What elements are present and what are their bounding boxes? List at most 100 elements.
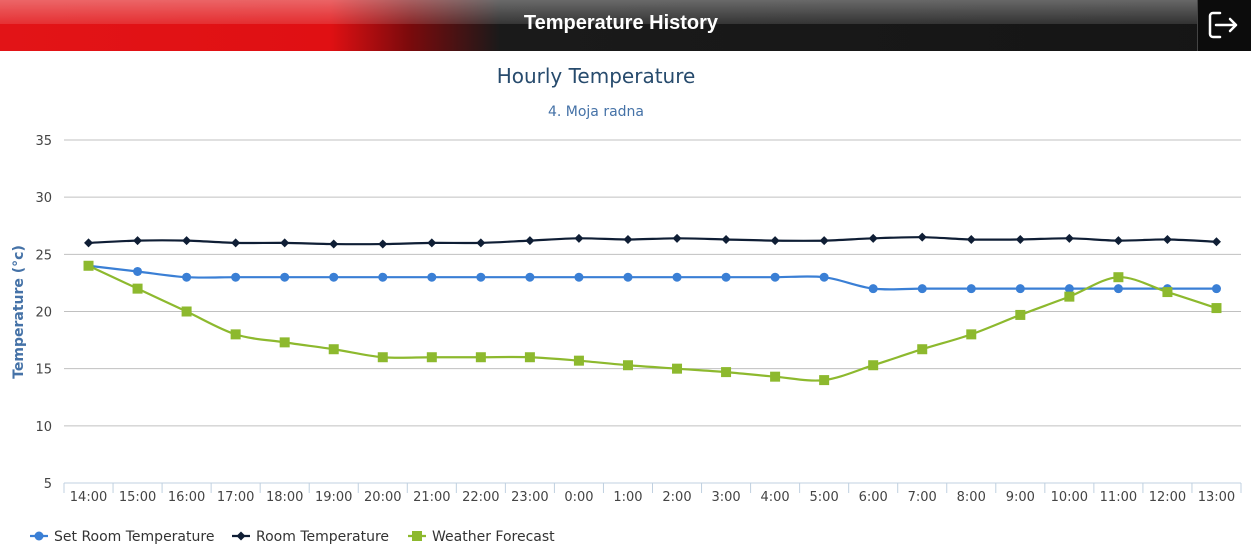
data-point (1162, 287, 1173, 298)
x-tick-label: 12:00 (1149, 490, 1186, 505)
legend-item[interactable]: Set Room Temperature (30, 529, 214, 545)
data-point (1113, 284, 1123, 294)
x-tick-label: 15:00 (119, 490, 156, 505)
data-point (819, 375, 830, 386)
x-tick-label: 5:00 (810, 490, 839, 505)
y-tick-label: 5 (44, 477, 52, 492)
x-tick-label: 22:00 (462, 490, 499, 505)
data-point (770, 371, 781, 382)
x-tick-label: 17:00 (217, 490, 254, 505)
x-tick-label: 21:00 (413, 490, 450, 505)
data-point (1113, 272, 1124, 283)
data-point (378, 272, 388, 282)
data-point (427, 272, 437, 282)
data-point (574, 272, 584, 282)
x-tick-label: 16:00 (168, 490, 205, 505)
x-tick-label: 2:00 (662, 490, 691, 505)
x-tick-label: 11:00 (1100, 490, 1137, 505)
data-point (868, 284, 878, 294)
data-point (966, 284, 976, 294)
data-point (329, 239, 339, 249)
data-point (133, 236, 143, 246)
series-line (88, 236, 1217, 246)
data-point (329, 272, 339, 282)
data-point (868, 233, 878, 243)
data-point (1064, 233, 1074, 243)
x-tick-label: 0:00 (564, 490, 593, 505)
data-point (1064, 291, 1075, 302)
x-tick-label: 20:00 (364, 490, 401, 505)
x-tick-label: 10:00 (1051, 490, 1088, 505)
data-point (917, 284, 927, 294)
x-tick-label: 6:00 (859, 490, 888, 505)
temperature-chart: Hourly Temperature 4. Moja radna Tempera… (11, 64, 1242, 545)
data-point (182, 272, 192, 282)
exit-button[interactable] (1197, 0, 1251, 51)
chart-title: Hourly Temperature (497, 64, 696, 88)
x-tick-label: 13:00 (1198, 490, 1235, 505)
data-point (280, 238, 290, 248)
data-point (83, 260, 94, 271)
x-tick-label: 3:00 (711, 490, 740, 505)
data-point (966, 234, 976, 244)
legend-item[interactable]: Weather Forecast (408, 529, 555, 545)
x-tick-label: 19:00 (315, 490, 352, 505)
data-point (231, 272, 241, 282)
data-point (574, 233, 584, 243)
data-point (917, 232, 927, 242)
y-axis-label: Temperature (°c) (11, 245, 27, 379)
x-tick-label: 8:00 (957, 490, 986, 505)
data-point (623, 272, 633, 282)
data-point (328, 344, 339, 355)
data-point (475, 352, 486, 363)
y-tick-label: 30 (35, 191, 52, 206)
data-point (573, 355, 584, 366)
legend-label: Set Room Temperature (54, 529, 214, 545)
y-tick-label: 25 (35, 248, 52, 263)
data-point (868, 360, 879, 371)
data-point (1211, 284, 1221, 294)
data-point (623, 234, 633, 244)
top-bar-gloss (0, 0, 1251, 24)
data-point (672, 272, 682, 282)
y-tick-label: 20 (35, 306, 52, 321)
x-tick-label: 1:00 (613, 490, 642, 505)
x-tick-label: 14:00 (70, 490, 107, 505)
y-tick-label: 15 (35, 363, 52, 378)
data-point (280, 272, 290, 282)
chart-container: Hourly Temperature 4. Moja radna Tempera… (0, 51, 1251, 548)
data-point (84, 238, 94, 248)
exit-icon (1208, 11, 1238, 39)
data-point (1211, 237, 1221, 247)
series-line (88, 264, 1217, 382)
data-point (819, 236, 829, 246)
x-tick-label: 7:00 (908, 490, 937, 505)
series-line (88, 264, 1217, 291)
data-point (525, 272, 535, 282)
data-point (1211, 303, 1222, 314)
data-point (426, 352, 437, 363)
data-point (279, 337, 290, 348)
y-tick-label: 35 (35, 134, 52, 149)
data-point (1162, 234, 1172, 244)
data-point (672, 233, 682, 243)
chart-subtitle: 4. Moja radna (548, 104, 644, 120)
legend-item[interactable]: Room Temperature (232, 529, 389, 545)
data-point (672, 363, 683, 374)
series-weather-forecast (83, 260, 1222, 386)
data-point (133, 266, 143, 276)
data-point (427, 238, 437, 248)
data-point (1113, 236, 1123, 246)
data-point (1015, 284, 1025, 294)
data-point (182, 236, 192, 246)
data-point (721, 234, 731, 244)
data-point (1064, 284, 1074, 294)
data-point (181, 306, 192, 317)
legend-marker (412, 531, 422, 541)
x-tick-label: 23:00 (511, 490, 548, 505)
series-room-temperature (84, 232, 1221, 249)
top-bar: Temperature History (0, 0, 1251, 51)
data-point (524, 352, 535, 363)
y-tick-label: 10 (35, 420, 52, 435)
data-point (230, 329, 241, 340)
